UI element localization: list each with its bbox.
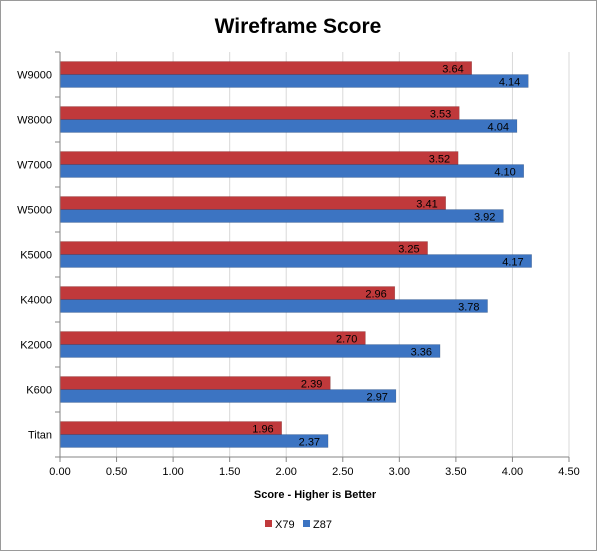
data-label: 3.25 [398,244,419,256]
x-tick-label: 3.00 [389,466,410,478]
bar-x79 [59,376,331,390]
bar-x79 [59,241,428,255]
bar-x79 [59,61,472,75]
x-tick-label: 0.50 [106,466,127,478]
category-label: W7000 [17,160,52,172]
data-label: 2.97 [367,392,388,404]
axes: 0.00 0.50 1.00 1.50 2.00 2.50 3.00 3.50 4.00 4.50… [17,51,580,478]
data-label: 3.53 [430,109,451,121]
bar-z87 [59,299,488,313]
category-label: K5000 [20,250,52,262]
data-label: 3.52 [429,154,450,166]
bar-x79 [59,286,396,300]
x-tick-label: 0.00 [49,466,70,478]
data-label: 1.96 [252,424,273,436]
bar-z87 [59,434,329,448]
x-tick-label: 1.00 [162,466,183,478]
bar-z87 [59,164,525,178]
bar-z87 [59,254,532,268]
bar-z87 [59,74,529,88]
legend: X79 Z87 [265,519,332,531]
category-label: K2000 [20,340,52,352]
data-label: 4.17 [502,257,523,269]
legend-label-x79: X79 [275,519,295,531]
bar-x79 [59,331,366,345]
x-tick-label: 1.50 [219,466,240,478]
category-label: Titan [28,430,52,442]
x-tick-label: 2.00 [276,466,297,478]
bar-z87 [59,209,504,223]
bar-x79 [59,421,282,435]
data-label: 2.70 [336,334,357,346]
bar-z87 [59,344,441,358]
x-tick-label: 4.50 [558,466,579,478]
category-label: W9000 [17,70,52,82]
chart-title: Wireframe Score [215,15,382,38]
data-label: 2.37 [299,437,320,449]
bar-z87 [59,119,518,133]
data-label: 4.10 [494,167,515,179]
bar-x79 [59,196,446,210]
data-label: 3.92 [474,212,495,224]
x-tick-label: 2.50 [332,466,353,478]
x-tick-label: 3.50 [445,466,466,478]
category-label: K4000 [20,295,52,307]
x-axis-title: Score - Higher is Better [254,489,377,501]
legend-swatch-x79 [265,520,272,527]
data-label: 4.04 [488,122,509,134]
legend-swatch-z87 [303,520,310,527]
bars: 3.64 4.14 3.53 4.04 3.52 4.10 3.41 3.92 3.25 4.17… [59,61,532,449]
data-label: 4.14 [499,77,520,89]
data-label: 3.64 [442,64,463,76]
bar-z87 [59,389,397,403]
legend-label-z87: Z87 [313,519,332,531]
bar-x79 [59,106,460,120]
x-tick-label: 4.00 [502,466,523,478]
category-label: W8000 [17,115,52,127]
category-label: W5000 [17,205,52,217]
data-label: 3.78 [458,302,479,314]
data-label: 2.96 [365,289,386,301]
bar-x79 [59,151,459,165]
category-label: K600 [26,385,52,397]
data-label: 2.39 [301,379,322,391]
data-label: 3.36 [411,347,432,359]
data-label: 3.41 [416,199,437,211]
